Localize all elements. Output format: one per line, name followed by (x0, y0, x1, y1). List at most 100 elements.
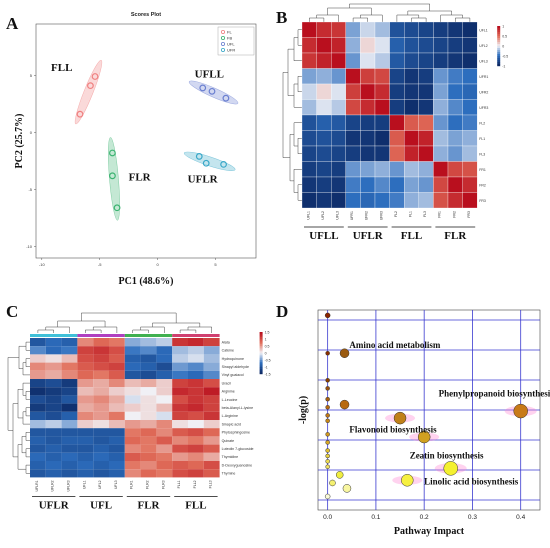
cell-r10-c4 (360, 176, 376, 193)
pathway-point-21 (401, 474, 414, 487)
cell-r15-c6 (124, 461, 141, 470)
cell-r14-c1 (45, 452, 62, 461)
cell-r9-c8 (418, 161, 434, 178)
row-label-4: UFR2 (479, 90, 488, 94)
correlation-heatmap: UFL1 UFL2 UFL3 UFR1 UFR2 UFR3 FL2 FL1 FL3 FR1 FR2 F… (282, 3, 508, 242)
point-uflr-1 (202, 159, 210, 167)
cell-r12-c8 (156, 436, 173, 445)
group-label-ufl: UFL (90, 499, 112, 511)
cell-r7-c0 (30, 395, 46, 404)
cell-r11-c3 (77, 428, 94, 437)
cell-r0-c8 (156, 338, 173, 347)
cell-r11-c7 (140, 428, 157, 437)
cell-r15-c2 (61, 461, 78, 470)
cell-r3-c8 (156, 362, 173, 371)
cell-r11-c6 (389, 192, 405, 209)
cell-r4-c6 (389, 83, 405, 100)
scale-step-17 (497, 60, 501, 63)
pathway-point-0 (324, 312, 331, 319)
pathway-points (324, 312, 537, 500)
x-tick-label-4: 0.4 (516, 514, 525, 521)
cell-r16-c10 (188, 469, 204, 478)
cell-r15-c0 (30, 461, 46, 470)
cell-r3-c0 (301, 68, 317, 85)
cell-r9-c2 (331, 161, 346, 178)
row-label-10: FR2 (479, 183, 486, 187)
cell-r3-c2 (331, 68, 346, 85)
cell-r16-c7 (140, 469, 157, 478)
cell-r3-c9 (172, 362, 188, 371)
scale-step-13 (497, 52, 501, 55)
scale-step-8 (259, 346, 263, 348)
cell-r4-c8 (418, 83, 434, 100)
col-label-11: FLL3 (209, 480, 213, 488)
cell-r11-c10 (188, 428, 204, 437)
row-label-15: D-Deoxyguanosine (222, 463, 253, 467)
pathway-impact-plot: 0.0 0.1 0.2 0.3 0.4 Amino acid metabolism Phe… (298, 309, 550, 537)
cell-r0-c9 (172, 338, 188, 347)
cell-r4-c0 (301, 83, 317, 100)
cell-r1-c1 (316, 37, 332, 54)
cell-r6-c9 (433, 114, 449, 131)
cell-r15-c1 (45, 461, 62, 470)
cell-r7-c10 (188, 395, 204, 404)
scale-tick-1: 0.5 (502, 35, 507, 39)
point-ufll-2 (222, 94, 230, 102)
pathway-point-18 (325, 464, 330, 470)
x-tick-label-2: 0.2 (420, 514, 429, 521)
cell-r1-c9 (433, 37, 449, 54)
pathway-point-14 (325, 440, 330, 445)
cell-r10-c3 (345, 176, 361, 193)
cell-r1-c2 (331, 37, 346, 54)
row-label-11: Phytosphingosine (222, 431, 250, 435)
cell-r4-c7 (404, 83, 419, 100)
pathway-point-5 (325, 396, 330, 402)
scale-step-2 (497, 30, 501, 33)
metabolite-dendrogram (7, 312, 212, 474)
cell-r4-c3 (345, 83, 361, 100)
scale-step-6 (259, 342, 263, 345)
cell-r14-c4 (93, 452, 109, 461)
col-label-11: FR3 (467, 211, 471, 218)
cell-r15-c10 (188, 461, 204, 470)
cell-r6-c1 (316, 114, 332, 131)
cell-r7-c4 (360, 130, 376, 147)
cell-r2-c4 (93, 354, 109, 363)
cell-r4-c11 (462, 83, 478, 100)
cell-r2-c2 (61, 354, 78, 363)
scale-step-22 (259, 370, 263, 373)
scale-tick-4: -0.5 (265, 359, 271, 363)
scale-step-11 (497, 48, 501, 51)
cell-r11-c2 (61, 428, 78, 437)
cell-r8-c5 (109, 403, 125, 412)
cell-r10-c6 (389, 176, 405, 193)
pca-ticks: -10 -5 0 5 -10 -5 0 5 (26, 73, 217, 267)
cell-r7-c1 (316, 130, 332, 147)
cell-r11-c9 (433, 192, 449, 209)
cell-r5-c3 (77, 379, 94, 388)
cell-r6-c7 (404, 114, 419, 131)
row-label-12: Quinate (222, 439, 235, 443)
row-label-4: Vinyl guaiacol (222, 373, 244, 377)
cell-r13-c11 (203, 444, 220, 453)
cell-r3-c3 (77, 362, 94, 371)
group-band-3 (172, 334, 220, 337)
cell-r9-c6 (389, 161, 405, 178)
correlation-group-labels: UFLL UFLR FLL FLR (304, 226, 476, 242)
scale-step-10 (497, 46, 501, 49)
cell-r7-c11 (203, 395, 220, 404)
cell-r7-c6 (389, 130, 405, 147)
scale-step-12 (497, 50, 501, 53)
group-label-uflr: UFLR (39, 499, 70, 511)
annotation-4: Linolic acid biosynthesis (424, 477, 519, 487)
pathway-point-8 (513, 403, 528, 419)
pca-group-labels: FLL FLR UFLL UFLR (51, 62, 224, 186)
cell-r8-c3 (345, 145, 361, 162)
cell-r1-c2 (61, 346, 78, 355)
cell-r8-c1 (316, 145, 332, 162)
cell-r8-c1 (45, 403, 62, 412)
col-label-10: FR2 (452, 211, 456, 218)
correlation-dendrogram (282, 3, 471, 201)
y-tick-label-0: -10 (26, 244, 33, 249)
cell-r2-c3 (345, 52, 361, 69)
